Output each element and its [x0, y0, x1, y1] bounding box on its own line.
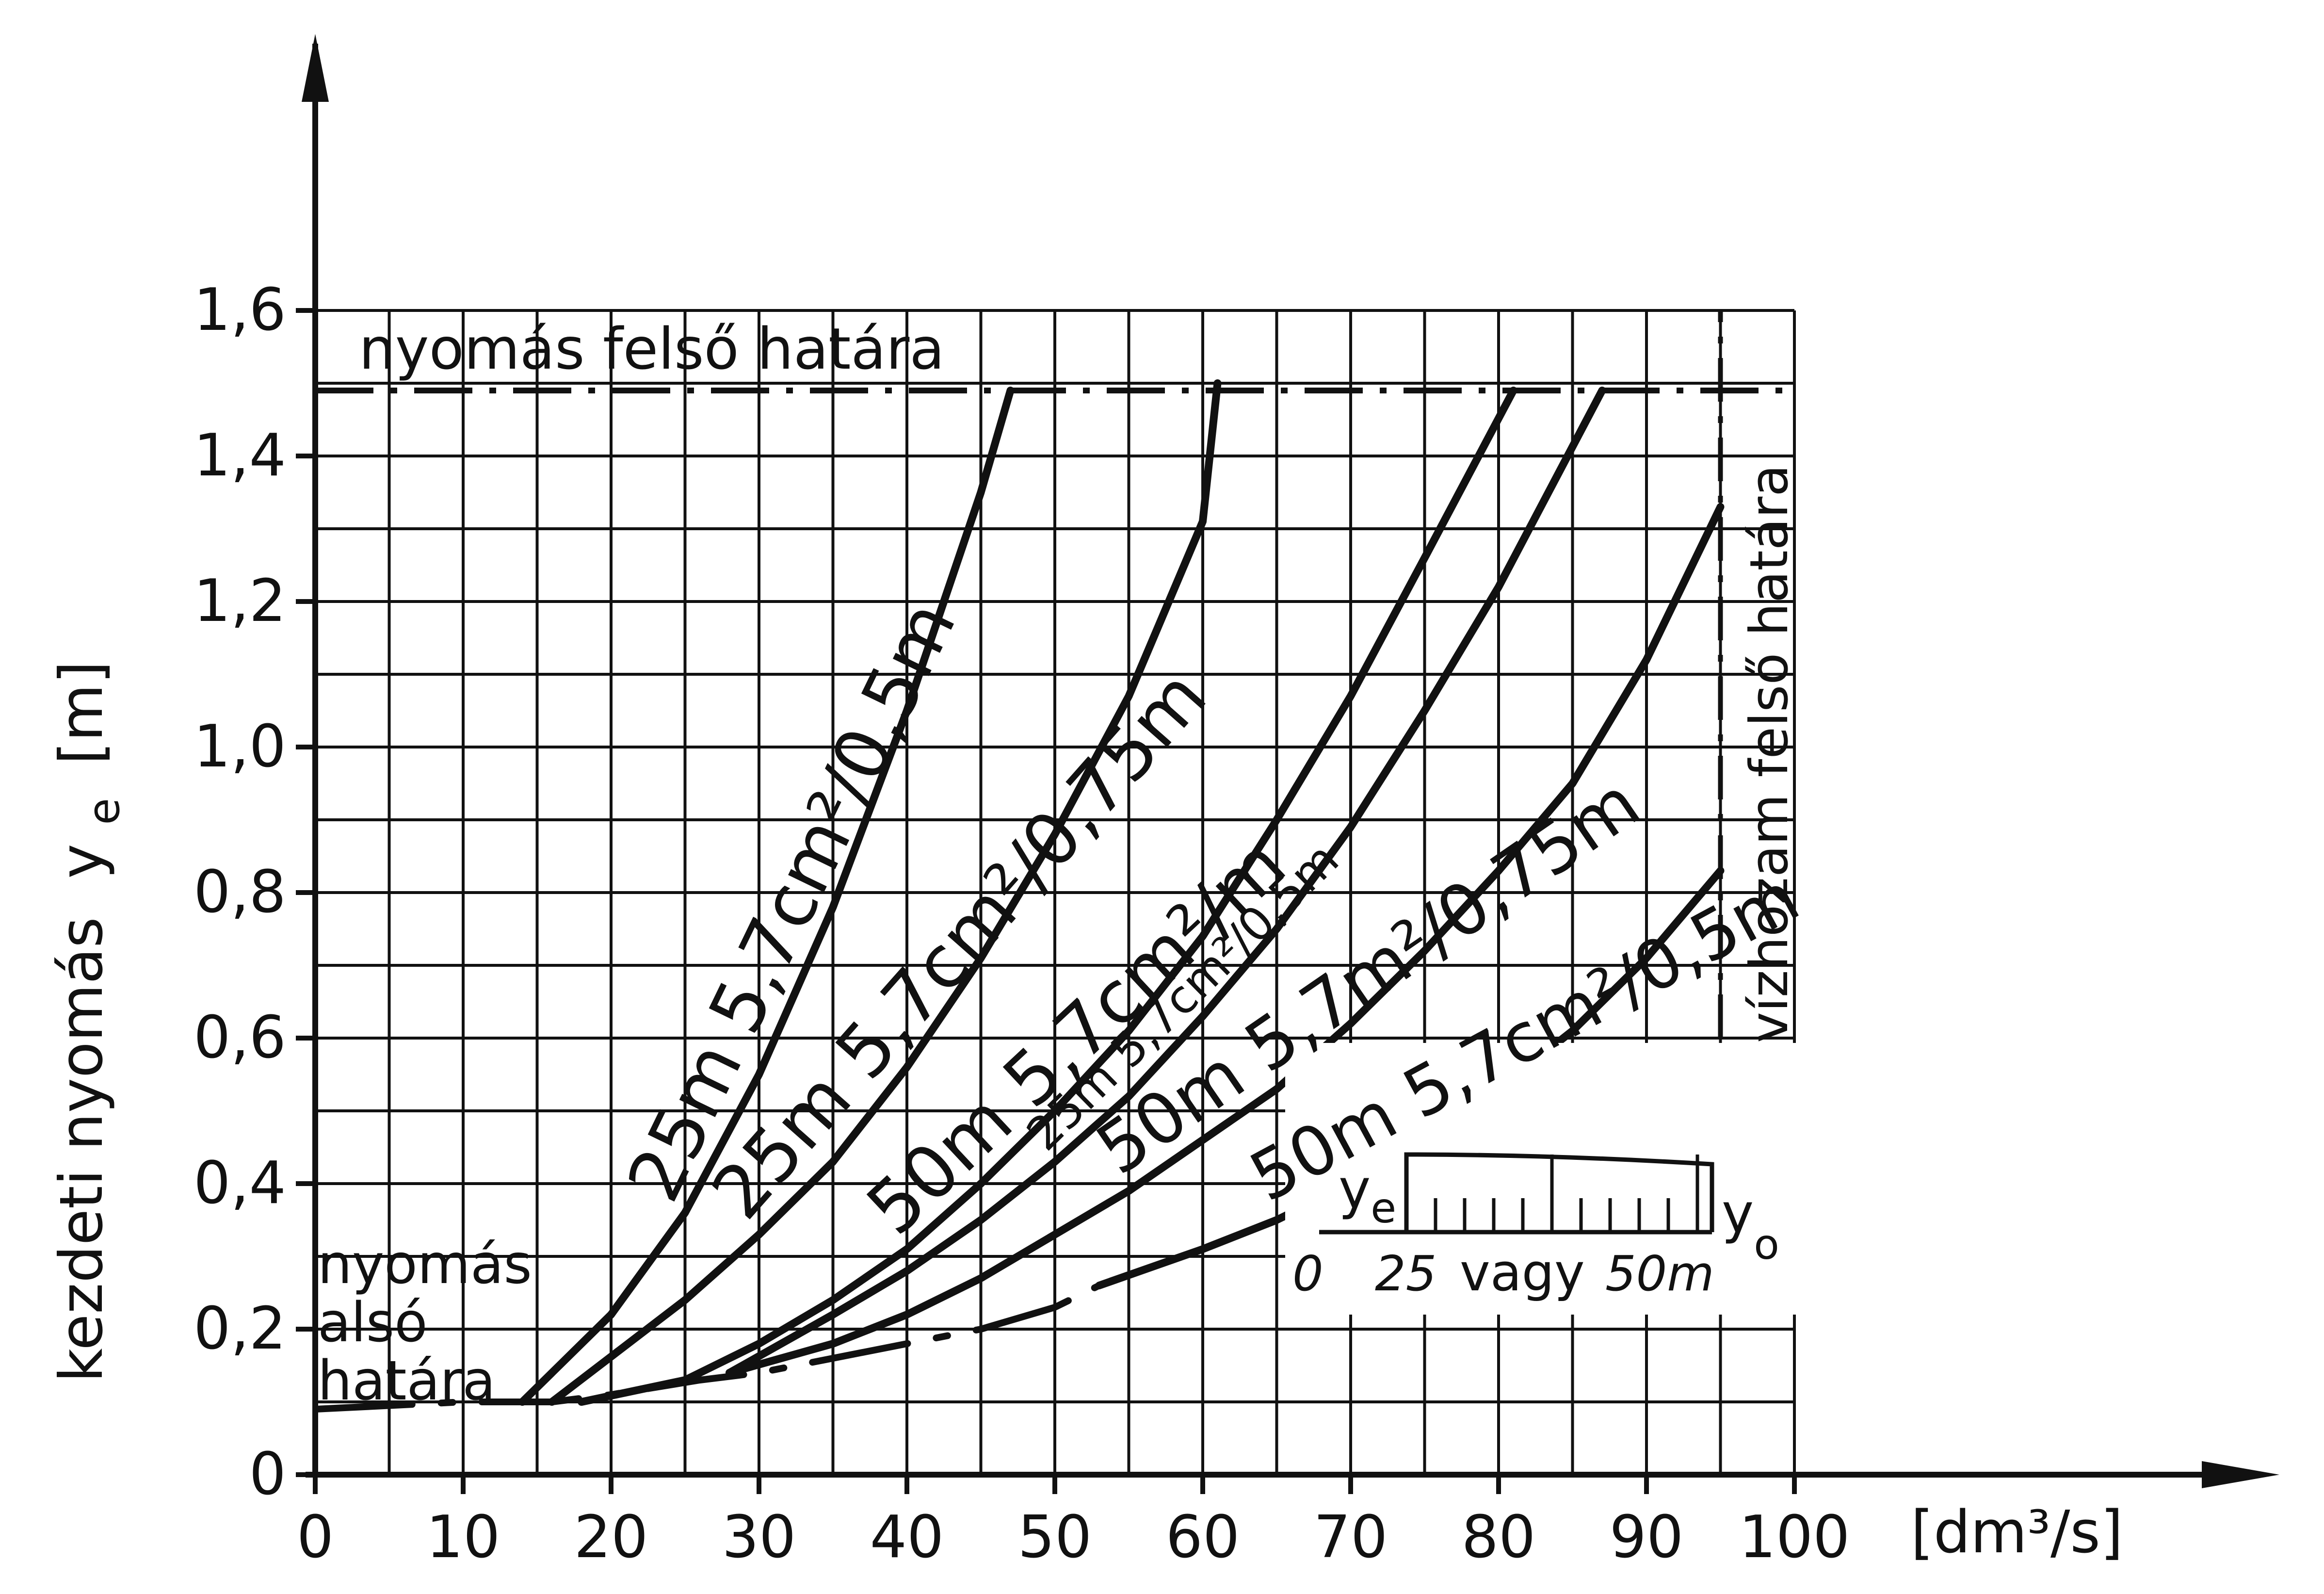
inset-scale: ye yo 0 25 vagy 50m: [1285, 1043, 1799, 1315]
x-tick-label: 10: [426, 1504, 500, 1571]
inset-scale-25: 25: [1375, 1245, 1436, 1302]
x-tick-label: 100: [1739, 1504, 1850, 1571]
y-axis-symbol: y: [47, 844, 116, 878]
y-axis-label-text: kezdeti nyomás: [47, 917, 116, 1383]
y-axis-title: kezdeti nyomás y e [m]: [47, 661, 133, 1383]
inset-left-symbol: y: [1339, 1158, 1371, 1221]
series-line-3: [726, 387, 1606, 1377]
inset-scale-bar: [1404, 1152, 1714, 1232]
series-line-1: [548, 379, 1222, 1406]
y-tick-label: 1,2: [194, 568, 286, 635]
series-line-6: [315, 1282, 1103, 1413]
inset-left-label: ye: [1339, 1158, 1396, 1233]
series-line-2: [578, 387, 1517, 1406]
lower-limit-label-line2: alsó: [318, 1291, 428, 1354]
inset-right-subscript: o: [1754, 1220, 1779, 1269]
axes: [302, 34, 2279, 1488]
x-tick-label: 70: [1314, 1504, 1388, 1571]
y-axis-arrow: [302, 34, 329, 102]
inset-scale-or: vagy: [1460, 1243, 1585, 1302]
x-tick-label: 90: [1610, 1504, 1684, 1571]
inset-scale-ticks: [1404, 1155, 1699, 1232]
x-axis-arrow: [2202, 1461, 2279, 1488]
y-axis-unit: [m]: [47, 661, 116, 764]
tick-labels: 0 10 20 30 40 50 60 70 80 90 100 0 0,2 0,4 0,6 0,8 1,0 1,…: [194, 277, 1850, 1571]
upper-pressure-limit-label: nyomás felső határa: [359, 315, 945, 382]
x-tick-label: 0: [297, 1504, 334, 1571]
inset-right-symbol: y: [1722, 1182, 1754, 1245]
x-tick-label: 30: [722, 1504, 796, 1571]
inset-right-label: yo: [1722, 1182, 1779, 1269]
grid: [314, 309, 1796, 1476]
y-tick-label: 0,4: [194, 1150, 286, 1217]
y-tick-label: 1,6: [194, 277, 286, 344]
flow-upper-limit-label: vízhozam felső határa: [1739, 465, 1800, 1043]
inset-scale-0: 0: [1292, 1245, 1323, 1302]
y-tick-label: 1,0: [194, 713, 286, 781]
x-axis-unit-label: [dm³/s]: [1911, 1499, 2123, 1566]
limit-lines: [315, 310, 1794, 1038]
lower-limit-label-line3: határa: [318, 1350, 496, 1413]
inset-left-subscript: e: [1371, 1184, 1396, 1233]
x-tick-label: 60: [1166, 1504, 1240, 1571]
y-tick-label: 0,8: [194, 859, 286, 926]
y-axis-subscript: e: [79, 798, 129, 825]
y-tick-label: 1,4: [194, 422, 286, 489]
y-tick-label: 0,2: [194, 1295, 286, 1363]
x-tick-label: 80: [1462, 1504, 1536, 1571]
y-tick-label: 0,6: [194, 1004, 286, 1072]
y-tick-label: 0: [249, 1441, 286, 1508]
series-line-0: [518, 387, 1015, 1406]
x-tick-label: 20: [574, 1504, 648, 1571]
series-line-4: [726, 503, 1725, 1377]
x-tick-label: 50: [1018, 1504, 1092, 1571]
lower-limit-label-line1: nyomás: [318, 1233, 532, 1296]
inset-scale-50m: 50m: [1605, 1245, 1714, 1302]
x-tick-label: 40: [870, 1504, 944, 1571]
